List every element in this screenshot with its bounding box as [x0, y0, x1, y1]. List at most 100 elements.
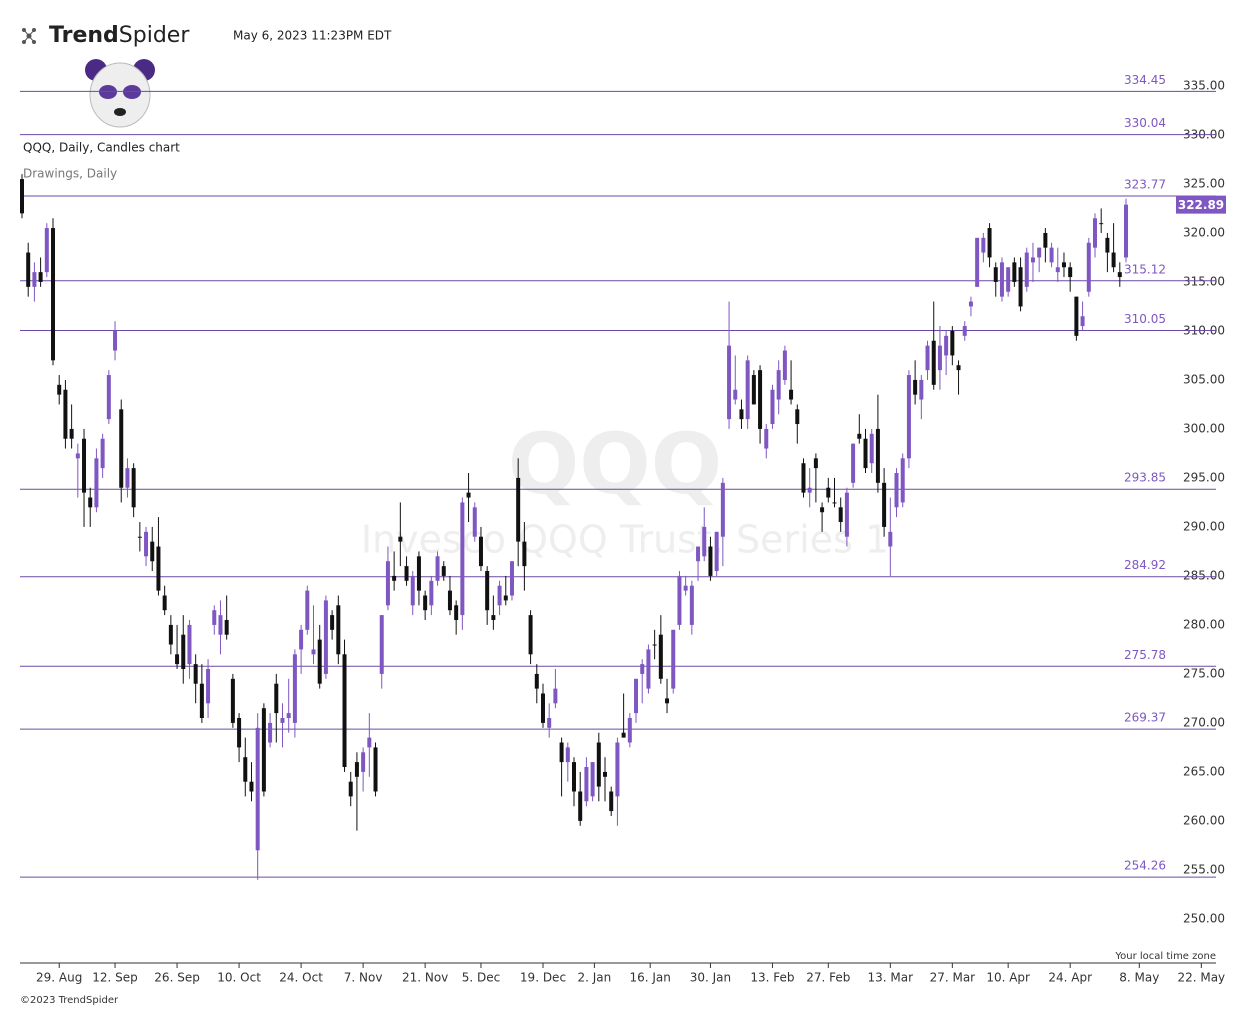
candle-body: [199, 683, 204, 719]
candle-body: [212, 610, 217, 625]
candle-body: [857, 433, 862, 439]
candle-body: [237, 718, 242, 748]
level-label: 310.05: [1124, 312, 1166, 326]
x-tick-label: 10. Apr: [986, 971, 1030, 985]
candle-body: [156, 546, 161, 591]
candle-body: [646, 649, 651, 689]
candle-body: [987, 228, 992, 258]
candle-body: [404, 566, 409, 581]
y-tick-label: 285.00: [1183, 568, 1225, 582]
candle-body: [181, 634, 186, 670]
candle-body: [1080, 316, 1085, 327]
candle-body: [603, 771, 608, 777]
candle-body: [782, 350, 787, 380]
candle-body: [268, 722, 273, 743]
candle-body: [1061, 262, 1066, 268]
x-tick-label: 13. Mar: [868, 971, 914, 985]
candle-body: [596, 742, 601, 787]
candle-body: [224, 620, 229, 635]
x-tick-label: 8. May: [1119, 971, 1159, 985]
brand-light: Spider: [119, 23, 191, 48]
candle-body: [323, 600, 328, 674]
candle-body: [255, 727, 260, 851]
candle-body: [193, 664, 198, 684]
level-label: 293.85: [1124, 471, 1166, 485]
candle-body: [634, 678, 639, 714]
candle-body: [503, 595, 508, 601]
candle-body: [528, 615, 533, 655]
chart-subtitle: Drawings, Daily: [23, 167, 117, 181]
candle-body: [944, 335, 949, 356]
candle-body: [69, 428, 74, 439]
level-label: 330.04: [1124, 116, 1166, 130]
candle-body: [82, 438, 87, 493]
x-tick-label: 30. Jan: [690, 971, 731, 985]
candle-body: [441, 566, 446, 576]
candle-body: [1012, 262, 1017, 282]
candle-body: [720, 482, 725, 537]
candle-body: [51, 228, 56, 361]
y-tick-label: 260.00: [1183, 813, 1225, 827]
candle-body: [894, 473, 899, 508]
candle-body: [975, 237, 980, 287]
y-tick-label: 320.00: [1183, 225, 1225, 239]
candle-body: [1055, 267, 1060, 273]
candle-body: [249, 781, 254, 792]
candle-body: [714, 531, 719, 572]
candle-body: [677, 575, 682, 625]
candle-body: [44, 228, 49, 273]
candle-body: [962, 326, 967, 336]
timezone-note: Your local time zone: [1114, 951, 1216, 962]
candle-body: [435, 556, 440, 581]
x-tick-label: 5. Dec: [462, 971, 500, 985]
candle-body: [311, 649, 316, 655]
candle-body: [832, 502, 837, 504]
candle-body: [1006, 267, 1011, 292]
candle-body: [950, 330, 955, 356]
candle-body: [379, 615, 384, 674]
candle-body: [1068, 267, 1073, 278]
candle-body: [820, 507, 825, 513]
candle-body: [20, 179, 24, 214]
chart-title: QQQ, Daily, Candles chart: [23, 141, 180, 155]
candle-body: [1030, 257, 1035, 263]
y-tick-label: 290.00: [1183, 519, 1225, 533]
candle-body: [398, 536, 403, 542]
candle-body: [547, 718, 552, 728]
candle-body: [429, 580, 434, 606]
level-label: 284.92: [1124, 558, 1166, 572]
y-tick-label: 280.00: [1183, 617, 1225, 631]
candle-body: [925, 345, 930, 371]
candle-body: [144, 531, 149, 557]
watermark-name: Invesco QQQ Trust, Series 1: [361, 518, 889, 562]
y-tick-label: 305.00: [1183, 372, 1225, 386]
candle-body: [652, 644, 657, 646]
price-tag-label: 322.89: [1178, 198, 1224, 212]
candle-body: [106, 375, 111, 420]
x-tick-label: 12. Sep: [92, 971, 138, 985]
candle-body: [931, 340, 936, 385]
candle-body: [888, 531, 893, 547]
candle-body: [751, 375, 756, 405]
candle-body: [292, 654, 297, 723]
x-tick-label: 16. Jan: [629, 971, 670, 985]
candle-body: [882, 482, 887, 527]
candle-body: [968, 301, 973, 307]
x-tick-label: 27. Feb: [806, 971, 850, 985]
x-tick-label: 24. Apr: [1048, 971, 1092, 985]
candle-body: [478, 536, 483, 567]
candle-body: [745, 360, 750, 420]
candle-body: [472, 507, 477, 537]
candle-body: [32, 272, 37, 287]
candle-body: [63, 389, 68, 439]
candle-body: [665, 698, 670, 704]
candle-body: [336, 605, 341, 655]
candle-body: [640, 664, 645, 674]
candle-body: [758, 370, 763, 429]
candle-body: [863, 438, 868, 469]
candle-body: [94, 458, 99, 508]
candle-body: [175, 654, 180, 665]
candle-body: [1086, 242, 1091, 292]
candle-body: [113, 330, 118, 351]
candle-body: [609, 791, 614, 812]
